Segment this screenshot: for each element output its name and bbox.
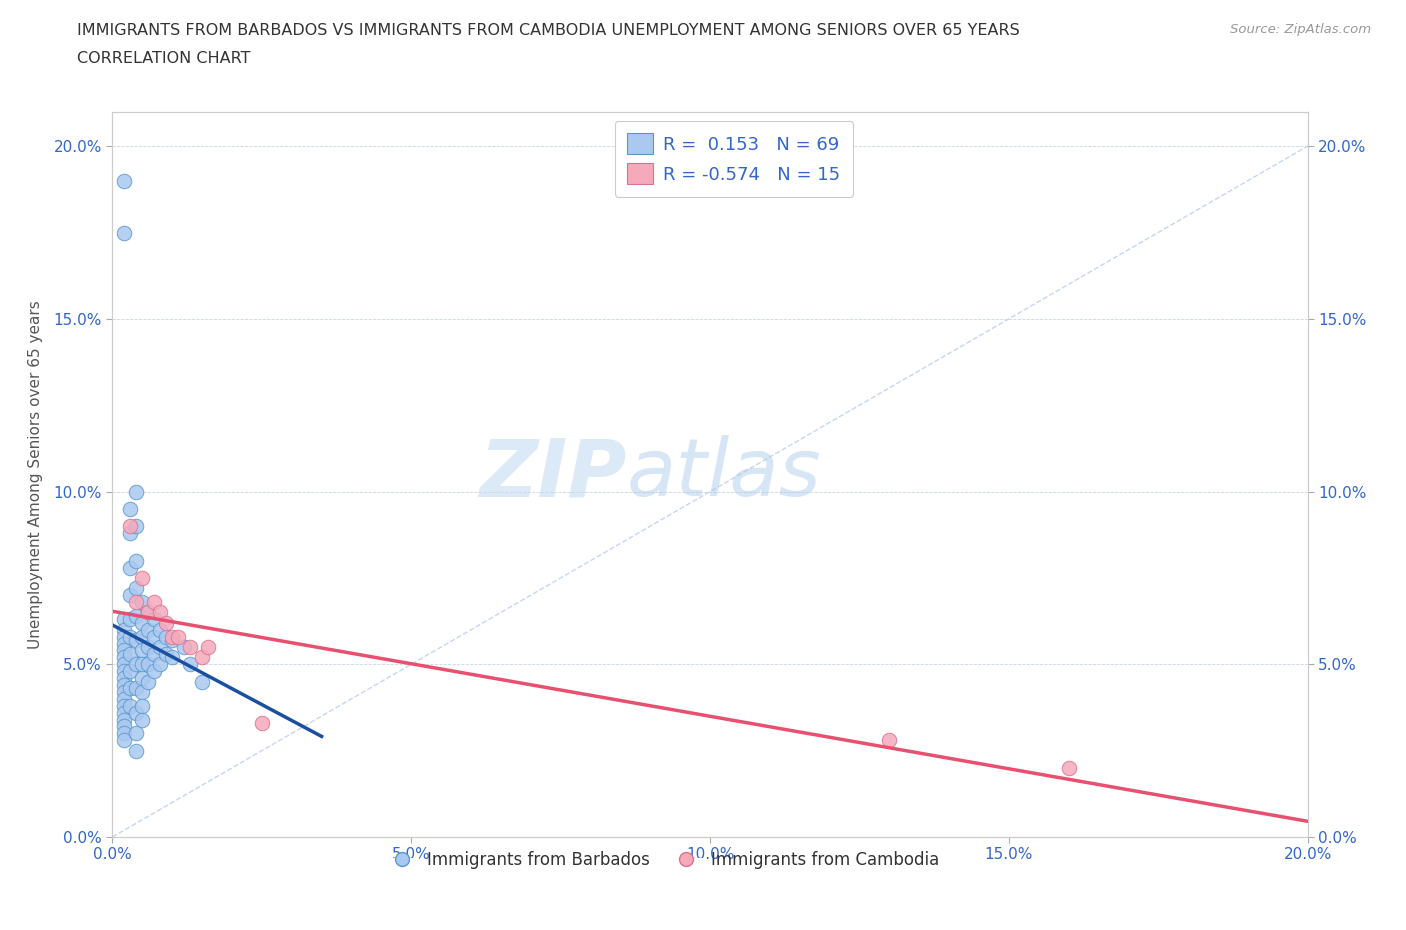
Point: [250, 715, 273, 730]
Point: [114, 726, 135, 741]
Point: [114, 657, 135, 671]
Point: [114, 612, 135, 627]
Point: [125, 608, 148, 623]
Point: [131, 643, 153, 658]
Point: [138, 640, 160, 655]
Point: [149, 657, 172, 671]
Point: [120, 630, 142, 644]
Point: [120, 681, 142, 696]
Point: [1057, 761, 1080, 776]
Point: [143, 612, 166, 627]
Point: [114, 650, 135, 665]
Point: [131, 657, 153, 671]
Point: [114, 622, 135, 637]
Point: [131, 616, 153, 631]
Point: [138, 605, 160, 620]
Point: [167, 630, 190, 644]
Point: [125, 581, 148, 596]
Point: [125, 594, 148, 609]
Text: Source: ZipAtlas.com: Source: ZipAtlas.com: [1230, 23, 1371, 36]
Point: [155, 630, 177, 644]
Point: [143, 646, 166, 661]
Point: [120, 612, 142, 627]
Text: IMMIGRANTS FROM BARBADOS VS IMMIGRANTS FROM CAMBODIA UNEMPLOYMENT AMONG SENIORS : IMMIGRANTS FROM BARBADOS VS IMMIGRANTS F…: [77, 23, 1021, 38]
Point: [155, 646, 177, 661]
Point: [131, 671, 153, 685]
Point: [131, 630, 153, 644]
Point: [131, 570, 153, 585]
Point: [143, 630, 166, 644]
Point: [125, 705, 148, 720]
Point: [114, 630, 135, 644]
Point: [131, 594, 153, 609]
Point: [120, 525, 142, 540]
Point: [179, 657, 201, 671]
Point: [197, 640, 219, 655]
Point: [138, 674, 160, 689]
Legend: Immigrants from Barbados, Immigrants from Cambodia: Immigrants from Barbados, Immigrants fro…: [378, 844, 946, 876]
Point: [138, 622, 160, 637]
Point: [125, 519, 148, 534]
Point: [114, 664, 135, 679]
Point: [162, 632, 183, 647]
Point: [120, 501, 142, 516]
Point: [149, 622, 172, 637]
Text: ZIP: ZIP: [479, 435, 627, 513]
Point: [114, 698, 135, 713]
Point: [125, 485, 148, 499]
Point: [120, 588, 142, 603]
Point: [191, 674, 214, 689]
Point: [179, 640, 201, 655]
Point: [131, 712, 153, 727]
Point: [143, 664, 166, 679]
Point: [173, 640, 195, 655]
Point: [138, 657, 160, 671]
Point: [125, 726, 148, 741]
Point: [143, 594, 166, 609]
Point: [120, 698, 142, 713]
Point: [125, 553, 148, 568]
Point: [125, 743, 148, 758]
Point: [120, 646, 142, 661]
Point: [114, 671, 135, 685]
Point: [114, 643, 135, 658]
Text: CORRELATION CHART: CORRELATION CHART: [77, 51, 250, 66]
Point: [114, 678, 135, 693]
Point: [114, 712, 135, 727]
Point: [114, 719, 135, 734]
Point: [125, 681, 148, 696]
Point: [155, 616, 177, 631]
Point: [114, 691, 135, 706]
Point: [125, 632, 148, 647]
Point: [149, 605, 172, 620]
Point: [125, 657, 148, 671]
Point: [114, 636, 135, 651]
Point: [162, 650, 183, 665]
Point: [120, 560, 142, 575]
Point: [114, 705, 135, 720]
Point: [114, 173, 135, 188]
Point: [879, 733, 901, 748]
Point: [149, 640, 172, 655]
Y-axis label: Unemployment Among Seniors over 65 years: Unemployment Among Seniors over 65 years: [28, 300, 42, 649]
Point: [131, 684, 153, 699]
Point: [120, 664, 142, 679]
Point: [120, 519, 142, 534]
Point: [191, 650, 214, 665]
Point: [114, 684, 135, 699]
Point: [114, 225, 135, 240]
Text: atlas: atlas: [627, 435, 821, 513]
Point: [162, 630, 183, 644]
Point: [114, 733, 135, 748]
Point: [131, 698, 153, 713]
Point: [138, 605, 160, 620]
